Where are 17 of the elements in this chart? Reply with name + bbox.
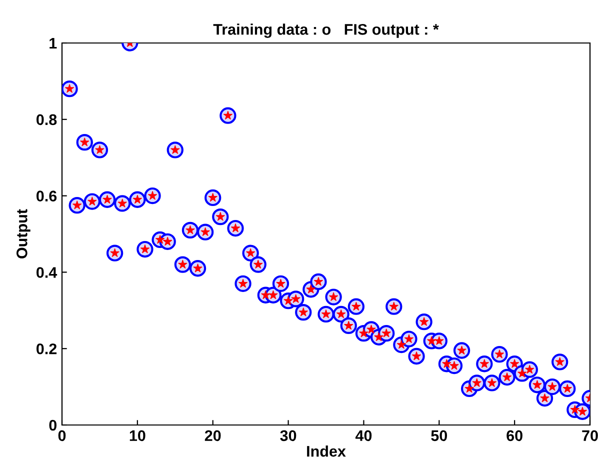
x-tick-label: 30 <box>280 430 296 442</box>
x-tick-label: 70 <box>582 430 598 442</box>
chart-title: Training data : o FIS output : * <box>213 24 439 38</box>
y-tick-label: 0.6 <box>36 190 57 202</box>
x-tick-label: 50 <box>431 430 448 442</box>
x-tick-label: 20 <box>204 430 221 442</box>
y-tick-label: 0.2 <box>36 343 57 354</box>
y-axis-title: Output <box>16 209 30 258</box>
x-axis-title: Index <box>307 445 346 457</box>
x-tick-label: 60 <box>506 430 522 442</box>
x-tick-label: 0 <box>58 430 66 442</box>
x-tick-label: 10 <box>130 430 146 442</box>
y-tick-label: 0.4 <box>36 267 58 278</box>
y-tick-label: 0 <box>49 420 57 431</box>
x-tick-label: 40 <box>355 430 372 442</box>
y-tick-label: 1 <box>50 38 57 49</box>
y-tick-label: 0.8 <box>36 114 57 126</box>
